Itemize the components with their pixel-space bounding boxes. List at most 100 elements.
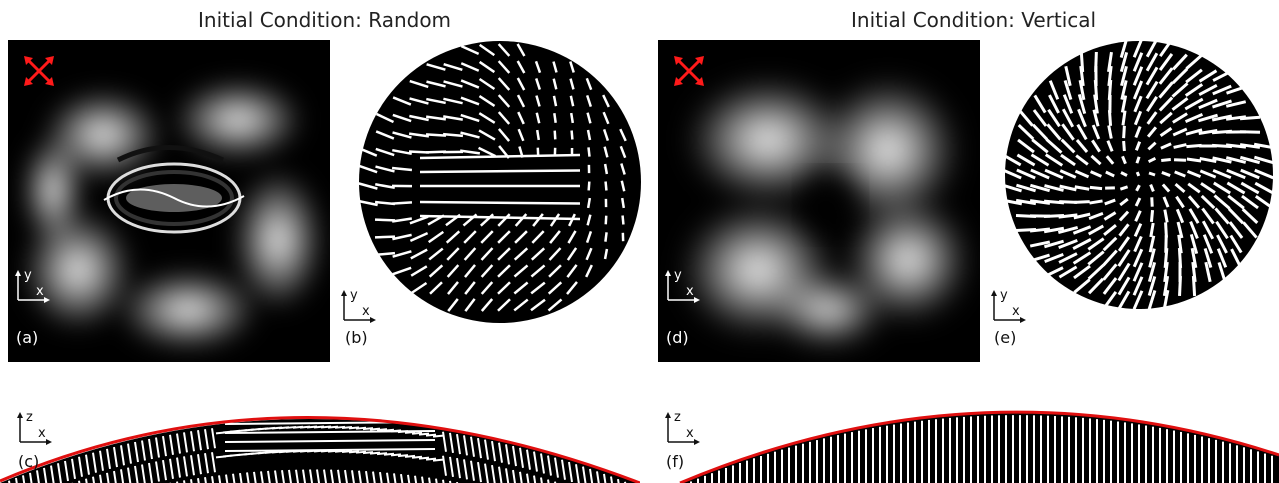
director-segment — [404, 454, 416, 458]
director-segment — [505, 444, 510, 465]
director-segment — [428, 264, 444, 278]
director-segment — [1201, 207, 1215, 225]
director-segment — [620, 163, 626, 175]
director-segment — [1073, 212, 1091, 220]
director-segment — [1060, 153, 1076, 167]
director-segment — [513, 298, 529, 312]
director-segment — [1187, 182, 1201, 194]
director-segment — [1117, 262, 1131, 282]
director-segment — [1074, 169, 1090, 179]
director-segment — [224, 430, 436, 434]
director-segment — [358, 470, 362, 483]
director-segment — [1190, 247, 1198, 269]
director-segment — [1171, 67, 1189, 85]
director-segment — [1107, 51, 1113, 73]
director-segment — [586, 197, 592, 209]
director-segment — [533, 451, 538, 472]
director-segment — [1212, 84, 1232, 96]
director-segment — [1214, 207, 1230, 225]
director-segment — [419, 200, 581, 205]
director-segment — [1089, 185, 1103, 191]
director-segment — [1058, 265, 1078, 279]
director-segment — [443, 63, 463, 71]
director-segment — [224, 439, 436, 443]
director-segment — [1191, 275, 1197, 297]
director-segment — [1198, 83, 1218, 97]
director-segment — [1216, 248, 1228, 268]
director-segment — [491, 464, 496, 483]
director-segment — [425, 433, 437, 437]
director-segment — [426, 97, 446, 105]
director-segment — [330, 469, 335, 483]
director-segment — [575, 464, 580, 483]
panel-f-cross-section-svg — [679, 410, 1279, 483]
director-segment — [1163, 247, 1169, 269]
director-segment — [1059, 200, 1077, 204]
director-segment — [425, 457, 437, 461]
director-segment — [1135, 184, 1141, 192]
director-segment — [548, 247, 562, 261]
director-segment — [1121, 110, 1127, 126]
director-segment — [1105, 170, 1115, 178]
director-segment — [553, 130, 557, 140]
director-segment — [1122, 125, 1126, 139]
director-segment — [375, 130, 395, 140]
director-segment — [419, 169, 581, 174]
panel-e-axes: y x — [990, 288, 1030, 328]
director-segment — [1075, 154, 1089, 166]
director-segment — [260, 471, 264, 483]
director-segment — [426, 80, 446, 88]
director-segment — [362, 427, 374, 431]
director-segment — [1102, 263, 1118, 281]
director-segment — [71, 458, 76, 479]
director-segment — [1043, 226, 1065, 234]
director-segment — [602, 111, 610, 125]
director-segment — [1198, 98, 1218, 110]
director-segment — [141, 464, 146, 483]
axis-label-x: x — [362, 304, 370, 319]
director-segment — [427, 230, 445, 244]
director-segment — [190, 431, 195, 452]
axes-arrow-icon — [665, 412, 700, 445]
director-segment — [211, 452, 216, 473]
director-segment — [513, 281, 529, 295]
director-segment — [1175, 208, 1185, 224]
director-segment — [585, 77, 593, 91]
director-segment — [446, 247, 460, 261]
director-segment — [463, 230, 477, 244]
director-segment — [239, 472, 243, 483]
director-segment — [497, 77, 511, 91]
director-segment — [1030, 153, 1050, 167]
director-segment — [1119, 185, 1129, 191]
director-segment — [1102, 277, 1118, 295]
director-segment — [480, 281, 494, 295]
director-segment — [1077, 93, 1087, 115]
director-segment — [1132, 52, 1144, 72]
director-segment — [419, 214, 581, 221]
director-segment — [374, 200, 396, 206]
director-segment — [497, 128, 511, 142]
axis-label-x: x — [686, 284, 694, 299]
panel-a-axes: y x — [14, 268, 54, 308]
director-segment — [602, 94, 610, 108]
director-segment — [617, 478, 620, 483]
director-segment — [391, 217, 413, 223]
director-segment — [1029, 253, 1051, 263]
director-segment — [224, 394, 436, 398]
director-segment — [309, 469, 314, 483]
director-segment — [211, 428, 216, 449]
director-segment — [169, 434, 174, 455]
director-segment — [397, 454, 409, 458]
director-segment — [224, 448, 436, 452]
director-segment — [211, 476, 215, 483]
director-segment — [484, 463, 489, 483]
director-segment — [224, 412, 436, 416]
director-segment — [449, 432, 454, 454]
director-segment — [1061, 123, 1075, 141]
director-segment — [567, 230, 577, 244]
director-segment — [409, 79, 429, 89]
director-segment — [497, 60, 511, 74]
director-segment — [1148, 171, 1156, 177]
director-segment — [1163, 261, 1169, 283]
director-segment — [1102, 236, 1118, 252]
